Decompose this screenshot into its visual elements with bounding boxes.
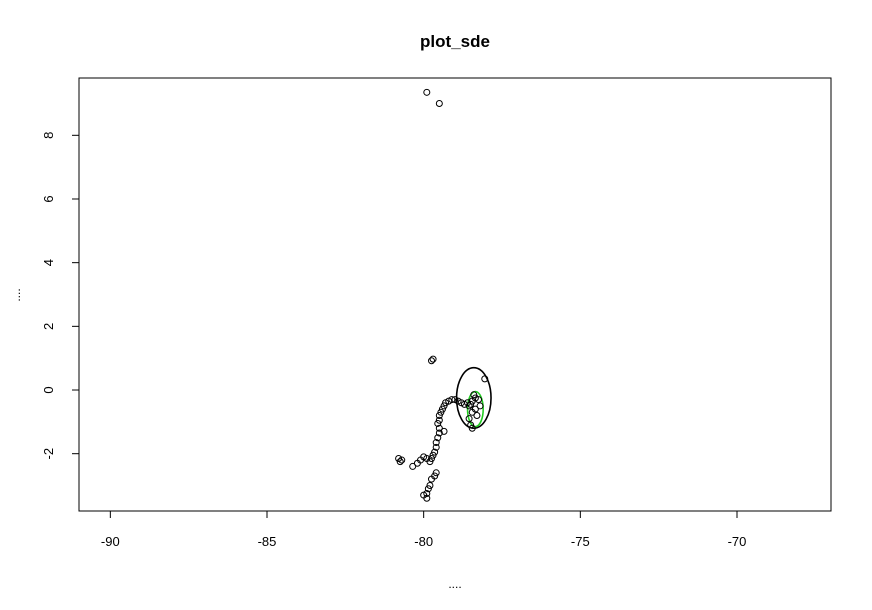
y-axis-label: .... [9,288,23,301]
x-tick-label: -90 [101,534,120,549]
x-axis-label: .... [448,577,461,591]
data-point [413,459,421,467]
data-point [435,99,443,107]
data-point [424,485,432,493]
data-point [451,396,459,404]
data-point [435,424,443,432]
x-axis: -90 -85 -80 -75 -70 [101,510,747,549]
y-tick-label: 6 [41,195,56,202]
data-point [468,424,476,432]
data-point [435,411,443,419]
data-point [440,427,448,435]
data-point [473,411,481,419]
data-point [395,454,403,462]
chart-title: plot_sde [420,32,490,51]
y-tick-label: -2 [41,448,56,460]
y-tick-label: 8 [41,132,56,139]
data-point [428,357,435,365]
data-point [409,462,417,470]
y-tick-label: 4 [41,259,56,266]
sde-inner-ellipse [466,390,484,428]
x-tick-label: -80 [414,534,433,549]
data-point [465,415,473,423]
points-layer [395,88,489,502]
data-point [475,396,482,404]
data-point [435,429,443,437]
data-point [434,419,442,427]
data-point [423,88,431,96]
data-point [423,494,431,502]
data-point [432,439,440,447]
data-point [434,434,442,442]
data-point [429,355,437,363]
x-tick-label: -85 [258,534,277,549]
ellipse-layer [455,366,492,430]
data-point [428,475,435,483]
sde-ellipse [455,366,492,430]
y-tick-label: 2 [41,323,56,330]
y-tick-label: 0 [41,386,56,393]
y-axis: -2 0 2 4 6 8 [41,132,80,460]
data-point [432,443,440,451]
x-tick-label: -75 [571,534,590,549]
x-tick-label: -70 [728,534,747,549]
data-point [481,375,489,383]
data-point [471,405,479,413]
data-point [476,402,484,410]
